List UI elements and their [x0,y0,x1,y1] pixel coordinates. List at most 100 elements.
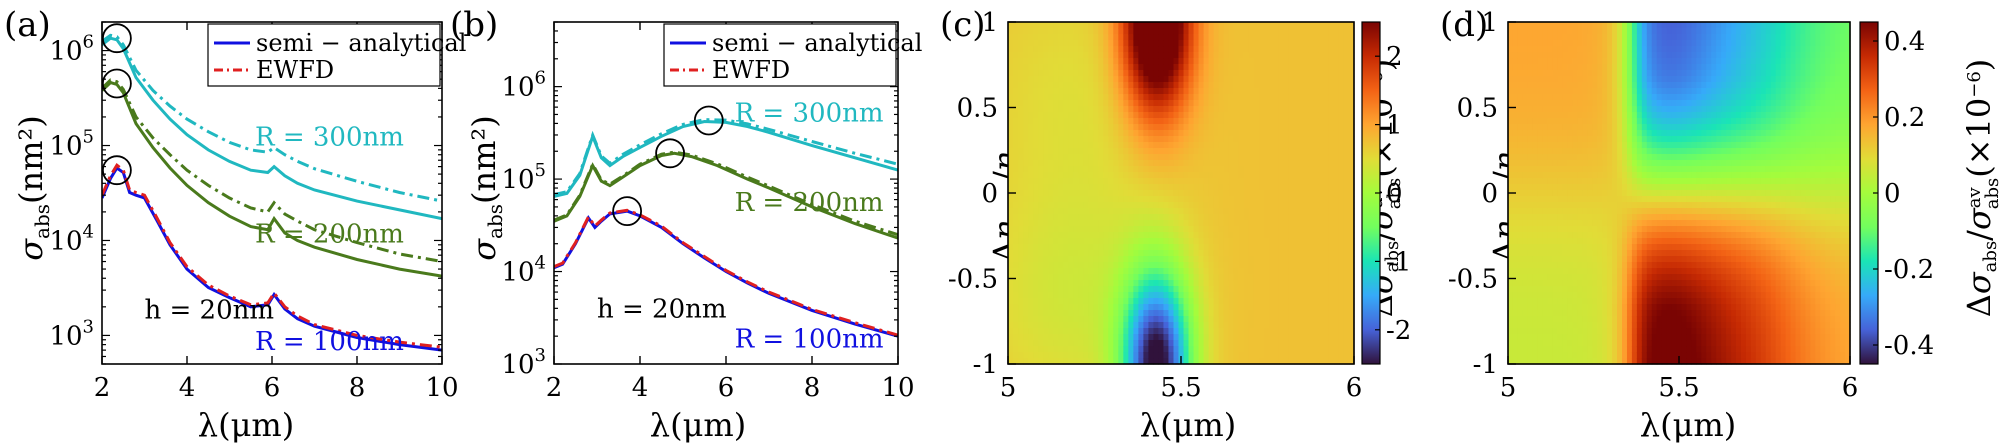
heatmap-cell [1173,328,1180,335]
panel-b-label: (b) [450,5,498,45]
heatmap-cell [1293,328,1300,335]
heatmap-cell [1163,58,1170,65]
heatmap-cell [1572,154,1578,161]
heatmap-cell [1103,358,1109,365]
heatmap-cell [1557,40,1564,47]
heatmap-cell [1098,82,1104,89]
heatmap-cell [1517,262,1524,269]
heatmap-cell [1183,322,1190,329]
heatmap-cell [1537,142,1544,149]
heatmap-cell [1278,70,1285,77]
heatmap-cell [1522,232,1529,239]
heatmap-cell [1293,106,1300,113]
heatmap-cell [1288,22,1295,29]
heatmap-cell [1278,82,1285,89]
heatmap-cell [1517,298,1524,305]
heatmap-cell [1567,124,1574,131]
heatmap-cell [1512,274,1519,281]
heatmap-cell [1073,208,1079,215]
heatmap-cell [1088,196,1094,203]
heatmap-cell [1178,70,1185,77]
heatmap-cell [1078,196,1084,203]
heatmap-cell [1547,352,1554,359]
heatmap-cell [1328,184,1335,191]
heatmap-cell [1088,226,1094,233]
heatmap-cell [1078,358,1084,365]
heatmap-cell [1098,334,1104,341]
heatmap-cell [1348,280,1355,287]
heatmap-cell [1562,148,1569,155]
heatmap-cell [1148,328,1155,335]
heatmap-cell [1043,118,1049,125]
heatmap-cell [1148,58,1155,65]
heatmap-cell [1562,112,1569,119]
heatmap-cell [1218,184,1225,191]
heatmap-cell [1028,34,1034,41]
heatmap-cell [1268,100,1275,107]
heatmap-cell [1148,100,1155,107]
heatmap-cell [1008,328,1014,335]
heatmap-cell [1008,262,1014,269]
heatmap-cell [1153,208,1160,215]
series-line-0 [102,36,442,221]
heatmap-cell [1243,166,1250,173]
heatmap-cell [1517,52,1524,59]
heatmap-cell [1562,286,1569,293]
heatmap-cell [1323,208,1330,215]
heatmap-cell [1567,310,1574,317]
heatmap-cell [1203,286,1210,293]
heatmap-cell [1253,142,1260,149]
heatmap-cell [1288,238,1295,245]
heatmap-cell [1123,202,1129,209]
heatmap-cell [1318,244,1325,251]
heatmap-cell [1153,82,1160,89]
heatmap-cell [1348,256,1355,263]
heatmap-cell [1023,160,1029,167]
heatmap-cell [1268,28,1275,35]
heatmap-cell [1048,262,1054,269]
heatmap-cell [1183,76,1190,83]
heatmap-cell [1038,154,1044,161]
heatmap-cell [1208,22,1215,29]
heatmap-cell [1118,214,1124,221]
heatmap-cell [1128,148,1134,155]
heatmap-cell [1103,76,1109,83]
heatmap-cell [1143,334,1149,341]
heatmap-cell [1023,328,1029,335]
heatmap-cell [1178,208,1185,215]
heatmap-cell [1522,64,1529,71]
heatmap-cell [1193,352,1200,359]
heatmap-cell [1168,262,1175,269]
heatmap-cell [1532,208,1539,215]
heatmap-cell [1153,304,1160,311]
heatmap-cell [1123,334,1129,341]
heatmap-cell [1048,52,1054,59]
heatmap-cell [1233,232,1240,239]
heatmap-cell [1233,118,1240,125]
heatmap-cell [1233,166,1240,173]
heatmap-cell [1572,190,1578,197]
heatmap-cell [1108,142,1114,149]
heatmap-cell [1063,346,1069,353]
heatmap-cell [1078,76,1084,83]
heatmap-cell [1268,106,1275,113]
heatmap-cell [1527,298,1534,305]
heatmap-cell [1552,34,1559,41]
heatmap-cell [1288,358,1295,365]
heatmap-cell [1113,70,1119,77]
heatmap-cell [1283,262,1290,269]
heatmap-cell [1537,256,1544,263]
heatmap-cell [1263,358,1270,365]
heatmap-cell [1013,358,1019,365]
heatmap-cell [1033,118,1039,125]
heatmap-cell [1118,202,1124,209]
heatmap-cell [1273,52,1280,59]
heatmap-cell [1293,160,1300,167]
heatmap-cell [1068,202,1074,209]
heatmap-cell [1043,220,1049,227]
heatmap-cell [1223,346,1230,353]
heatmap-cell [1068,106,1074,113]
heatmap-cell [1278,196,1285,203]
heatmap-cell [1043,358,1049,365]
heatmap-cell [1053,358,1059,365]
